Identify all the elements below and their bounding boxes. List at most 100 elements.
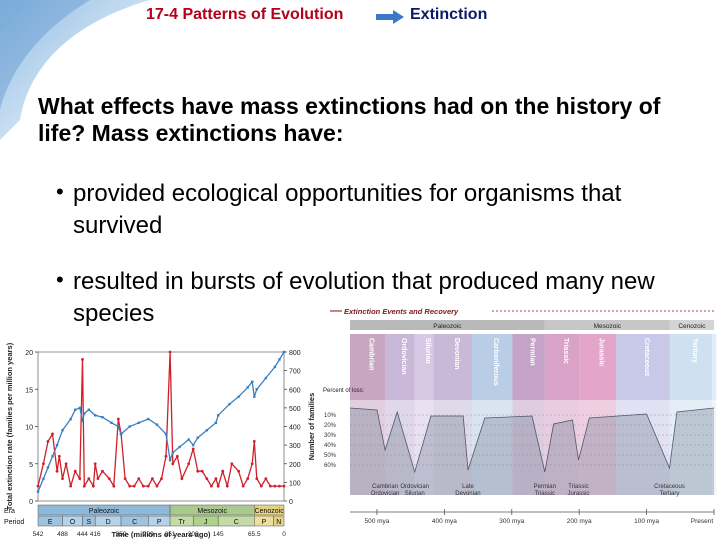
extinction-rate-point xyxy=(241,484,245,488)
y-right-axis-label: Number of families xyxy=(307,393,316,461)
chart-title: Extinction Events and Recovery xyxy=(344,307,459,316)
event-label: Cambrian xyxy=(372,484,398,490)
event-label: Late xyxy=(462,484,474,490)
period-header xyxy=(433,334,473,400)
families-point xyxy=(78,406,81,410)
x-tick-label: 200 mya xyxy=(567,518,592,525)
period-label: Carboniferous xyxy=(492,338,499,386)
section-title: 17-4 Patterns of Evolution xyxy=(146,6,344,23)
extinction-rate-point xyxy=(160,477,163,481)
era-band xyxy=(669,320,714,330)
y-right-tick-label: 400 xyxy=(289,425,301,432)
families-point xyxy=(282,350,286,354)
extinction-rate-point xyxy=(216,484,220,488)
extinction-rate-point xyxy=(180,477,184,481)
period-label: Cambrian xyxy=(368,338,375,370)
y-right-tick-label: 500 xyxy=(289,406,301,413)
extinction-rate-point xyxy=(225,484,229,488)
extinction-rate-point xyxy=(87,477,91,481)
extinction-rate-point xyxy=(55,469,59,473)
x-tick-label: 200 xyxy=(188,531,199,538)
y-left-tick-label: 15 xyxy=(25,387,33,394)
families-point xyxy=(251,380,254,383)
extinction-rate-point xyxy=(255,477,259,481)
families-point xyxy=(42,477,45,480)
event-label: Cretaceous xyxy=(654,484,685,490)
period-header xyxy=(544,334,580,400)
extinction-rate-point xyxy=(36,484,40,488)
period-label: O xyxy=(70,519,76,526)
period-header xyxy=(385,334,415,400)
families-point xyxy=(128,425,131,428)
diversity-line xyxy=(349,407,715,474)
topic-title: Extinction xyxy=(410,6,488,23)
period-label: Jurassic xyxy=(598,338,605,367)
y-right-tick-label: 200 xyxy=(289,462,301,469)
event-label-line2: Tertiary xyxy=(660,491,680,497)
period-label: J xyxy=(204,519,208,526)
families-point xyxy=(155,423,159,426)
y-tick-label: 50% xyxy=(324,453,337,459)
extinction-rate-point xyxy=(91,484,95,488)
period-header xyxy=(350,334,386,400)
families-point xyxy=(51,455,54,458)
extinction-rate-point xyxy=(171,462,175,466)
era-label: Mesozoic xyxy=(594,323,622,330)
period-label: C xyxy=(132,519,137,526)
extinction-rate-point xyxy=(112,484,116,488)
extinction-rate-point xyxy=(155,484,159,488)
event-label-line2: Jurassic xyxy=(568,491,590,497)
families-point xyxy=(83,412,86,415)
extinction-rate-point xyxy=(191,447,195,451)
question-heading: What effects have mass extinctions had o… xyxy=(38,93,661,146)
families-point xyxy=(93,414,97,417)
families-point xyxy=(196,436,199,439)
families-point xyxy=(237,395,240,398)
extinction-rate-point xyxy=(268,484,272,488)
period-header xyxy=(472,334,513,400)
event-label: Triassic xyxy=(568,484,588,490)
period-header xyxy=(414,334,434,400)
families-point xyxy=(178,445,181,449)
families-point xyxy=(246,386,249,389)
extinction-rate-point xyxy=(128,484,132,488)
event-label-line2: Devonian xyxy=(455,491,480,497)
extinction-rate-point xyxy=(51,432,54,436)
x-tick-label: 400 mya xyxy=(432,518,457,525)
y-tick-label: 40% xyxy=(324,443,337,449)
extinction-rate-point xyxy=(146,484,150,488)
y-right-tick-label: 600 xyxy=(289,387,301,394)
bullet-item: • resulted in bursts of evolution that p… xyxy=(56,266,706,330)
event-label: Ordovician xyxy=(400,484,429,490)
extinction-rate-point xyxy=(116,417,120,421)
families-point xyxy=(168,458,172,462)
period-label: Tr xyxy=(178,519,185,526)
families-point xyxy=(61,429,64,432)
extinction-rate-point xyxy=(278,484,281,488)
families-point xyxy=(36,490,40,493)
y-left-tick-label: 10 xyxy=(25,425,33,432)
extinction-rate-point xyxy=(187,462,191,466)
extinction-rate-point xyxy=(250,462,254,466)
period-label: Ordovician xyxy=(400,338,407,375)
period-label: C xyxy=(234,519,239,526)
period-label: P xyxy=(157,519,162,526)
slide-header: 17-4 Patterns of Evolution Extinction xyxy=(0,6,720,28)
y-left-tick-label: 0 xyxy=(29,499,33,506)
families-point xyxy=(187,438,190,441)
period-label: Tertiary xyxy=(691,338,698,363)
period-header xyxy=(616,334,670,400)
extinction-rate-point xyxy=(57,454,61,458)
period-header xyxy=(712,334,717,400)
extinction-rate-point xyxy=(259,484,263,488)
period-header xyxy=(669,334,713,400)
extinction-rate-point xyxy=(209,484,213,488)
extinction-rate-point xyxy=(252,440,256,443)
x-tick-label: 488 xyxy=(57,531,68,538)
extinction-rate-point xyxy=(69,484,73,488)
period-label: Cretaceous xyxy=(643,338,650,376)
y-tick-label: 30% xyxy=(324,433,337,439)
x-tick-label: 299 xyxy=(143,531,154,538)
